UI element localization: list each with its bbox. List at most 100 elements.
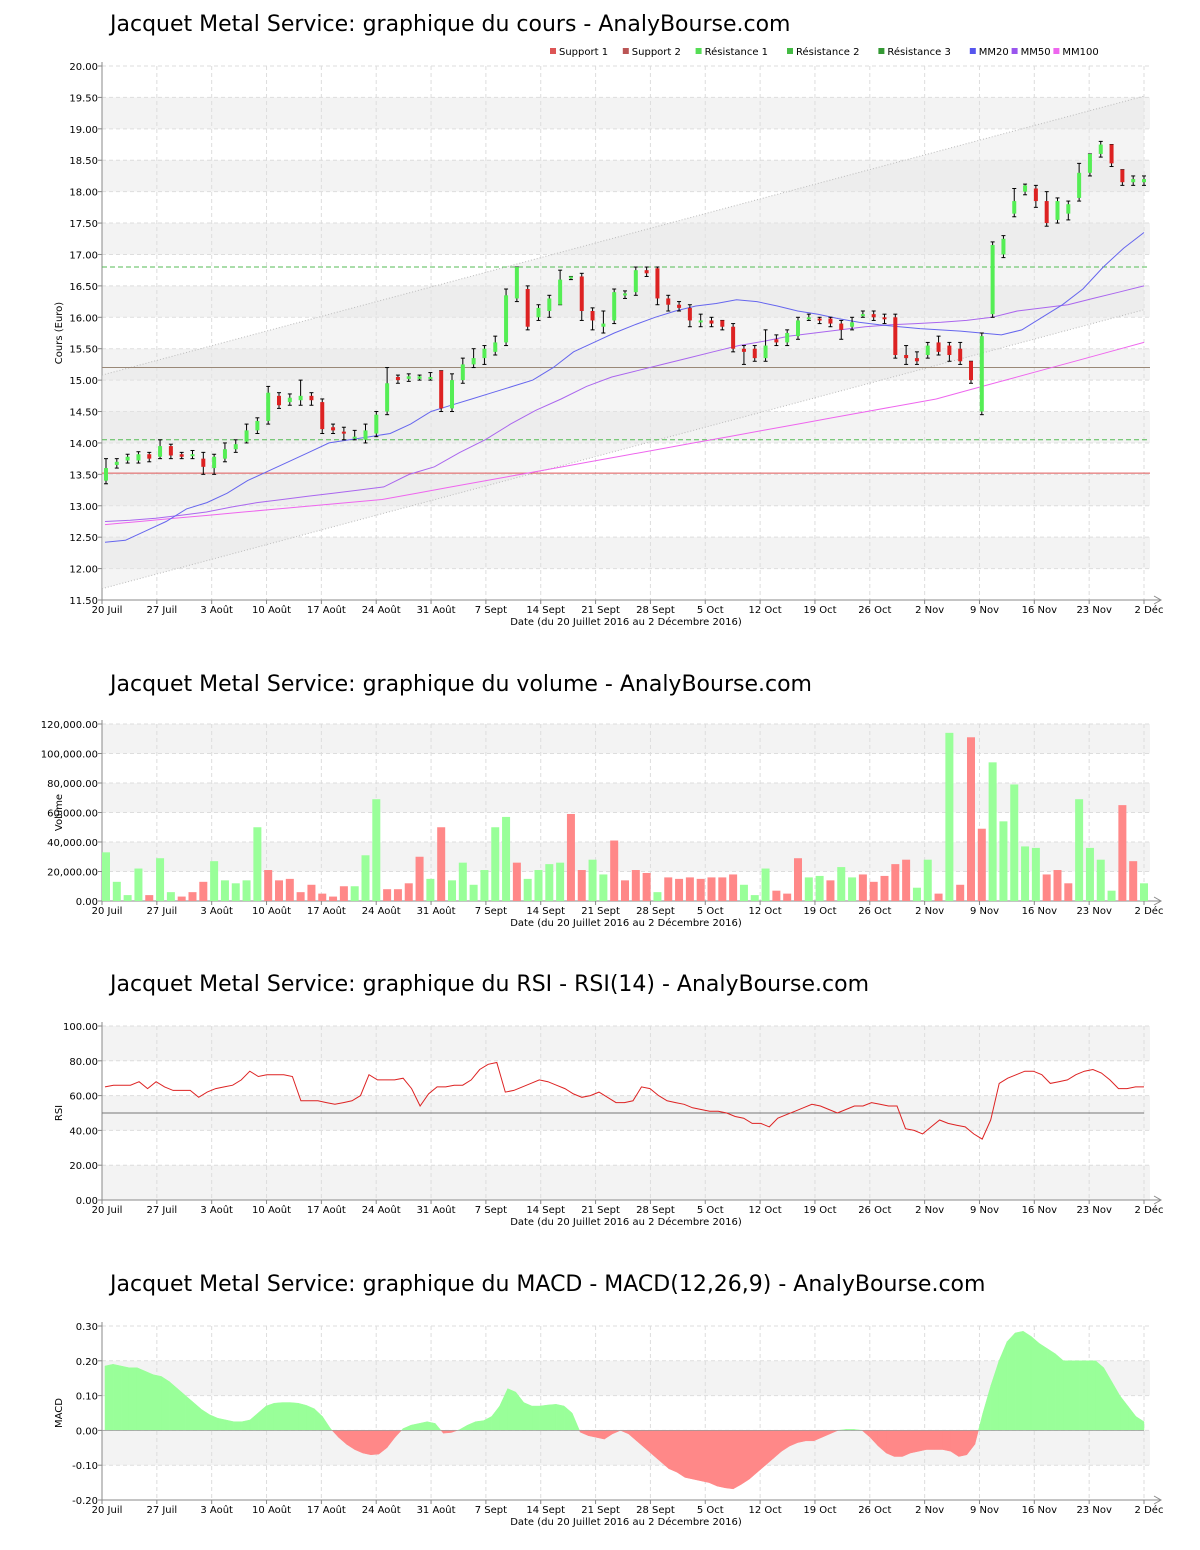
legend-swatch — [969, 48, 976, 54]
grid-band — [102, 783, 1150, 813]
macd-area-segment — [668, 1430, 678, 1473]
x-tick-label: 10 Août — [252, 905, 291, 917]
macd-area-segment — [1030, 1335, 1040, 1431]
macd-area-segment — [104, 1363, 114, 1431]
candle-body — [222, 449, 227, 459]
macd-area-segment — [910, 1430, 919, 1454]
volume-bar — [556, 862, 565, 901]
y-tick-label: -0.20 — [72, 1496, 98, 1507]
volume-bar — [102, 852, 110, 901]
macd-area-segment — [217, 1417, 227, 1431]
volume-bar — [512, 862, 521, 901]
y-tick-label: 11.50 — [69, 596, 98, 607]
macd-area-segment — [177, 1388, 186, 1431]
volume-bar — [707, 877, 716, 901]
macd-area-segment — [926, 1430, 935, 1450]
x-tick-label: 9 Nov — [970, 906, 999, 917]
candle-body — [752, 348, 757, 359]
macd-area-segment — [555, 1403, 565, 1431]
candle-body — [882, 317, 887, 320]
candle-body — [1033, 188, 1038, 202]
candle-body — [666, 298, 671, 305]
volume-bar — [329, 896, 338, 901]
y-tick-label: 16.50 — [69, 282, 98, 293]
y-tick-label: 60.00 — [69, 1092, 98, 1103]
candle-body — [233, 444, 238, 450]
x-tick-label: 21 Sept — [581, 906, 620, 917]
macd-area-segment — [1022, 1330, 1032, 1431]
volume-bar — [739, 884, 748, 901]
candle-body — [871, 314, 876, 318]
volume-bar — [415, 856, 424, 901]
grid-band — [102, 1026, 1150, 1061]
macd-area-segment — [886, 1430, 895, 1457]
macd-area-segment — [1087, 1360, 1096, 1431]
macd-area-segment — [708, 1430, 718, 1487]
x-tick-label: 2 Nov — [915, 906, 944, 917]
grid-band — [102, 724, 1150, 754]
y-tick-label: 100.00 — [63, 1022, 98, 1033]
candle-body — [363, 430, 368, 440]
legend-label: Résistance 2 — [796, 46, 859, 58]
x-tick-label: 21 Sept — [581, 605, 620, 616]
volume-bar — [1010, 784, 1019, 901]
y-axis-label: Cours (Euro) — [54, 302, 65, 365]
legend-label: Support 1 — [559, 47, 608, 58]
x-tick-label: 2 Déc — [1135, 604, 1164, 616]
volume-bar — [220, 880, 229, 901]
x-tick-label: 31 Août — [417, 905, 456, 917]
macd-area-segment — [978, 1412, 984, 1431]
y-tick-label: 17.00 — [69, 250, 98, 261]
x-tick-label: 28 Sept — [636, 906, 675, 917]
macd-area-segment — [136, 1367, 146, 1431]
volume-bar — [177, 896, 186, 901]
candle-body — [828, 318, 833, 324]
volume-bar — [664, 877, 673, 901]
candle-body — [514, 267, 519, 299]
macd-area-segment — [692, 1430, 702, 1482]
candle-body — [969, 361, 973, 381]
candle-body — [1142, 179, 1146, 183]
volume-bar — [264, 870, 273, 901]
candle-body — [298, 395, 303, 401]
volume-bar — [1053, 870, 1062, 901]
x-axis-label: Date (du 20 Juillet 2016 au 2 Décembre 2… — [510, 917, 742, 929]
volume-bar — [653, 892, 662, 901]
x-tick-label: 28 Sept — [636, 605, 675, 616]
macd-area-segment — [563, 1405, 573, 1431]
macd-area-segment — [233, 1421, 243, 1431]
macd-area-segment — [402, 1424, 412, 1431]
x-tick-label: 27 Juil — [146, 906, 177, 917]
x-tick-label: 9 Nov — [970, 1205, 999, 1216]
volume-bar — [426, 878, 435, 901]
x-tick-label: 17 Août — [307, 1204, 346, 1216]
x-tick-label: 27 Juil — [146, 1505, 177, 1516]
rsi-line — [104, 1061, 1144, 1140]
macd-area-segment — [273, 1402, 283, 1431]
y-tick-label: 17.50 — [69, 219, 98, 230]
macd-area-segment — [289, 1402, 299, 1431]
x-tick-label: 9 Nov — [970, 1505, 999, 1516]
macd-area-segment — [894, 1430, 903, 1457]
x-tick-label: 12 Oct — [749, 1505, 782, 1516]
x-tick-label: 28 Sept — [636, 1205, 675, 1216]
x-tick-label: 7 Sept — [475, 1505, 507, 1516]
candle-body — [406, 376, 411, 379]
grid-band — [102, 160, 1150, 192]
candle-body — [287, 397, 292, 403]
x-tick-label: 16 Nov — [1022, 605, 1058, 616]
candle-body — [720, 320, 725, 327]
x-tick-label: 23 Nov — [1076, 1205, 1112, 1216]
candle-body — [136, 454, 141, 461]
x-tick-label: 2 Nov — [915, 1205, 944, 1216]
volume-bar — [123, 895, 132, 901]
y-tick-label: 20.00 — [69, 62, 98, 73]
x-tick-label: 21 Sept — [581, 1205, 620, 1216]
trend-channel — [102, 96, 1144, 589]
legend-swatch — [787, 48, 793, 54]
macd-chart-block: Jacquet Metal Service: graphique du MACD… — [0, 1260, 1200, 1550]
x-tick-label: 16 Nov — [1022, 906, 1058, 917]
x-tick-label: 3 Août — [200, 1204, 233, 1216]
x-tick-label: 14 Sept — [526, 1205, 565, 1216]
y-tick-label: 13.00 — [69, 502, 98, 513]
